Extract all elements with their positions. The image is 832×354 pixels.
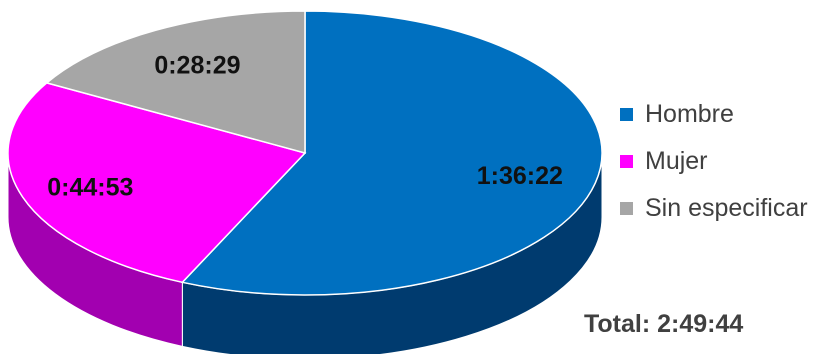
pie-slice-sin-especificar (45, 10, 306, 154)
legend-item-mujer: Mujer (620, 147, 808, 176)
legend-swatch-hombre (620, 108, 633, 121)
legend-label-mujer: Mujer (645, 147, 708, 175)
data-label-mujer: 0:44:53 (47, 173, 133, 201)
legend-swatch-mujer (620, 155, 633, 168)
legend-label-sin-especificar: Sin especificar (645, 194, 808, 222)
total-label: Total: 2:49:44 (584, 310, 744, 338)
data-label-sin-especificar: 0:28:29 (154, 52, 240, 80)
pie-slice-hombre (180, 10, 603, 296)
legend-label-hombre: Hombre (645, 100, 734, 128)
legend-swatch-sin-especificar (620, 202, 633, 215)
legend-item-sin-especificar: Sin especificar (620, 194, 808, 223)
chart-legend: Hombre Mujer Sin especificar (620, 100, 808, 223)
pie-slice-mujer (7, 82, 307, 284)
legend-item-hombre: Hombre (620, 100, 808, 129)
data-label-hombre: 1:36:22 (477, 162, 563, 190)
